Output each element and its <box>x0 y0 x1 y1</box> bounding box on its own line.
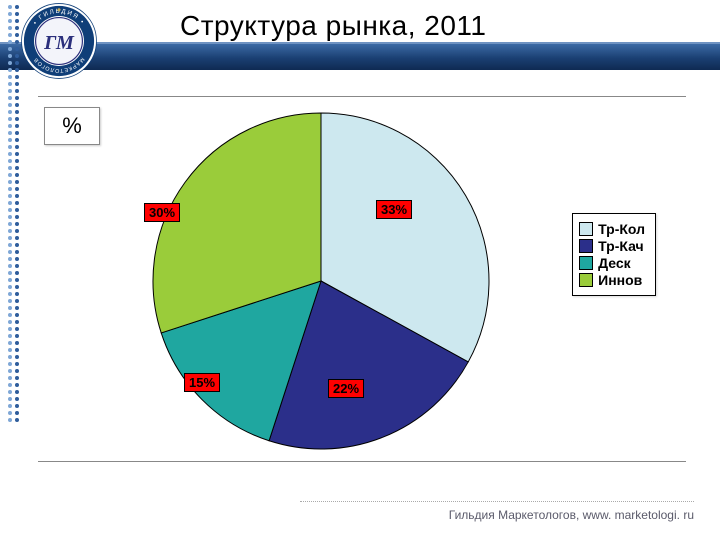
legend-label-2: Деск <box>598 255 631 271</box>
pie-label-3: 30% <box>144 203 180 222</box>
footer-divider <box>300 501 694 502</box>
pie-label-2: 15% <box>184 373 220 392</box>
legend-row-1: Тр-Кач <box>579 238 645 254</box>
legend-row-3: Иннов <box>579 272 645 288</box>
guild-logo-svg: ГМ • ГИЛЬДИЯ • МАРКЕТОЛОГОВ <box>20 2 98 80</box>
pie-label-1: 22% <box>328 379 364 398</box>
side-dots-col-2 <box>15 2 31 425</box>
legend-swatch-2 <box>579 256 593 270</box>
pie-svg <box>148 101 494 461</box>
legend-row-0: Тр-Кол <box>579 221 645 237</box>
legend-label-0: Тр-Кол <box>598 221 645 237</box>
legend-label-1: Тр-Кач <box>598 238 644 254</box>
logo-monogram: ГМ <box>43 32 75 54</box>
pie-label-0: 33% <box>376 200 412 219</box>
legend-label-3: Иннов <box>598 272 642 288</box>
legend-swatch-1 <box>579 239 593 253</box>
page-title: Структура рынка, 2011 <box>180 10 486 42</box>
pie-chart: 33%22%15%30% <box>148 101 494 447</box>
legend-swatch-3 <box>579 273 593 287</box>
percent-symbol-box: % <box>44 107 100 145</box>
guild-logo: ГМ • ГИЛЬДИЯ • МАРКЕТОЛОГОВ <box>20 2 98 80</box>
legend-swatch-0 <box>579 222 593 236</box>
legend-row-2: Деск <box>579 255 645 271</box>
footer-text: Гильдия Маркетологов, www. marketologi. … <box>449 508 694 522</box>
chart-area: % 33% 22% 15% 30% Тр-КолТр-КачДескИннов <box>38 96 686 462</box>
slide: Структура рынка, 2011 ГМ • ГИЛЬДИЯ • МАР… <box>0 0 720 540</box>
legend: Тр-КолТр-КачДескИннов <box>572 213 656 296</box>
